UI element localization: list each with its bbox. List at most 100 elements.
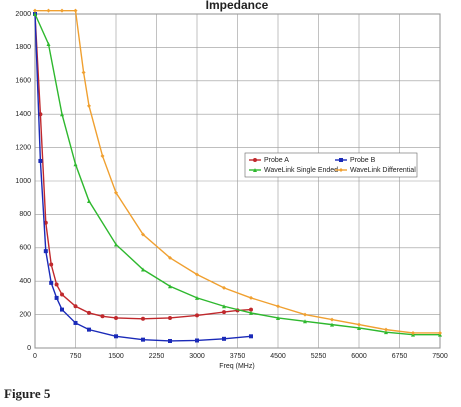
marker	[60, 292, 64, 297]
x-tick-label: 2250	[149, 353, 165, 360]
x-tick-label: 1500	[108, 353, 124, 360]
marker	[49, 262, 54, 267]
x-tick-label: 0	[33, 353, 37, 360]
y-tick-label: 0	[27, 345, 31, 352]
marker	[87, 103, 91, 108]
marker	[168, 255, 172, 260]
marker	[168, 284, 172, 289]
marker	[384, 330, 388, 335]
x-tick-label: 3000	[189, 353, 205, 360]
marker	[330, 317, 334, 322]
marker	[168, 315, 172, 320]
x-tick-label: 6000	[351, 353, 367, 360]
marker	[222, 336, 226, 341]
legend-marker	[253, 168, 257, 172]
x-tick-label: 3750	[230, 353, 246, 360]
y-tick-label: 1400	[15, 111, 31, 118]
marker	[114, 334, 118, 339]
legend-marker	[339, 158, 343, 162]
marker	[60, 112, 64, 117]
marker	[87, 327, 91, 332]
y-tick-label: 200	[19, 311, 31, 318]
y-tick-label: 1800	[15, 44, 31, 51]
marker	[276, 315, 280, 320]
x-tick-label: 5250	[311, 353, 327, 360]
marker	[43, 249, 48, 254]
marker	[195, 295, 199, 300]
marker	[60, 307, 64, 312]
marker	[168, 338, 172, 343]
marker	[38, 158, 43, 163]
marker	[276, 304, 280, 309]
y-tick-label: 600	[19, 245, 31, 252]
marker	[384, 327, 388, 332]
y-tick-label: 1000	[15, 178, 31, 185]
marker	[249, 310, 253, 315]
marker	[141, 337, 145, 342]
series-line	[35, 9, 440, 334]
y-tick-label: 800	[19, 211, 31, 218]
series-line	[34, 13, 252, 320]
marker	[195, 338, 199, 343]
x-tick-label: 6750	[392, 353, 408, 360]
legend-box	[244, 152, 418, 178]
marker	[54, 295, 59, 300]
marker	[100, 314, 105, 319]
marker	[303, 312, 307, 317]
marker	[73, 8, 78, 13]
series-line	[34, 13, 252, 342]
marker	[60, 8, 64, 13]
marker	[357, 325, 361, 330]
legend-marker	[339, 168, 343, 172]
y-tick-label: 2000	[15, 11, 31, 18]
x-tick-label: 750	[70, 353, 82, 360]
figure-caption: Figure 5	[4, 386, 51, 401]
marker	[54, 282, 59, 287]
marker	[46, 42, 51, 47]
marker	[141, 316, 145, 321]
legend-label: WaveLink Differential	[350, 167, 416, 174]
y-tick-label: 1600	[15, 78, 31, 85]
y-tick-label: 1200	[15, 144, 31, 151]
legend-marker	[253, 158, 257, 162]
marker	[222, 304, 226, 309]
marker	[46, 8, 51, 13]
x-tick-label: 7500	[432, 353, 448, 360]
legend-label: WaveLink Single Ended	[264, 167, 338, 174]
marker	[73, 320, 78, 325]
legend-label: Probe B	[350, 157, 376, 164]
marker	[249, 295, 253, 300]
marker	[141, 267, 145, 272]
marker	[114, 242, 118, 247]
marker	[195, 272, 199, 277]
marker	[303, 319, 307, 324]
marker	[249, 334, 253, 339]
marker	[87, 310, 91, 315]
marker	[195, 313, 199, 318]
chart-title: Impedance	[206, 0, 269, 12]
marker	[411, 330, 415, 335]
x-tick-label: 4500	[270, 353, 286, 360]
marker	[114, 315, 118, 320]
marker	[114, 190, 118, 195]
marker	[87, 199, 91, 204]
marker	[73, 304, 78, 309]
legend-label: Probe A	[264, 157, 289, 164]
y-tick-label: 400	[19, 278, 31, 285]
marker	[330, 322, 334, 327]
marker	[33, 8, 37, 13]
marker	[49, 280, 54, 285]
marker	[141, 232, 145, 237]
x-axis-label: Freq (MHz)	[219, 363, 254, 370]
marker	[73, 162, 78, 167]
marker	[81, 70, 86, 75]
marker	[222, 285, 226, 290]
marker	[33, 12, 37, 16]
series-line	[34, 13, 440, 336]
marker	[357, 322, 361, 327]
marker	[438, 330, 442, 335]
marker	[100, 153, 105, 158]
marker	[249, 307, 253, 312]
marker	[222, 310, 226, 315]
